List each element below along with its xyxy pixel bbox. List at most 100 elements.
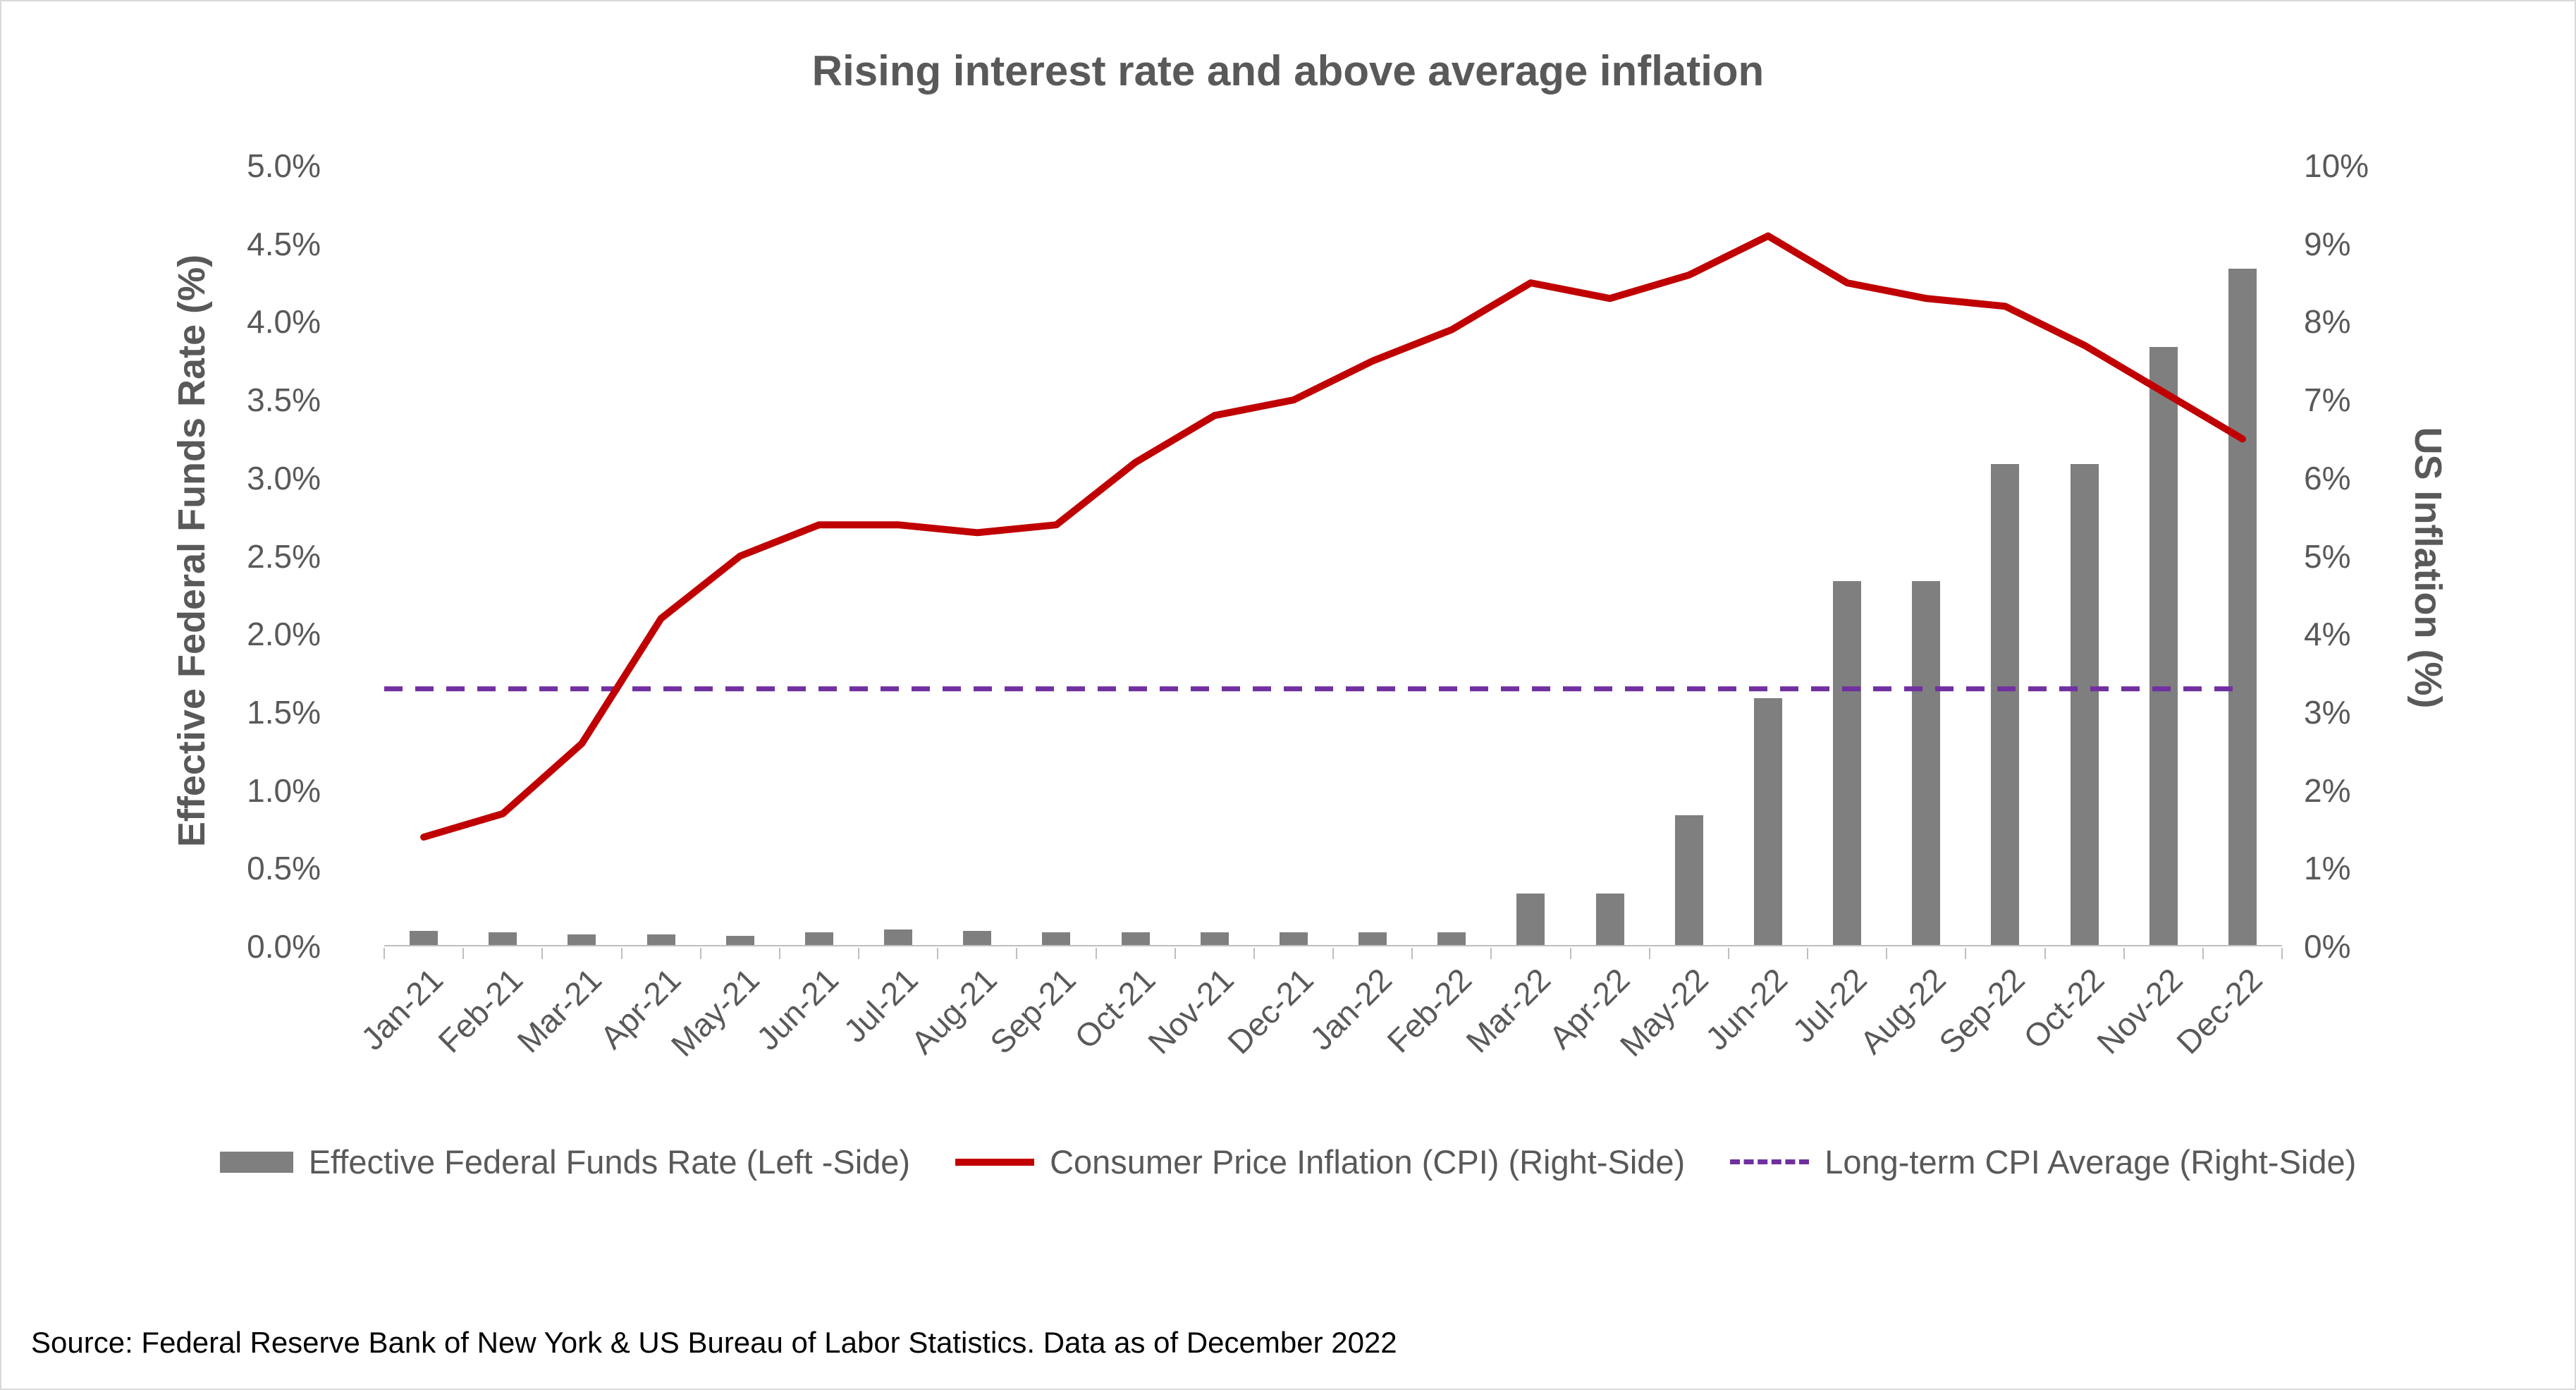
- left-axis-tick: 4.5%: [247, 225, 321, 262]
- x-axis-tickmark: [1965, 948, 1967, 959]
- bar-Mar-21: [568, 934, 596, 945]
- x-axis-label: Apr-22: [1541, 961, 1637, 1056]
- x-axis-tickmark: [1174, 948, 1176, 959]
- x-axis-tickmark: [1886, 948, 1888, 959]
- x-axis-label: Jun-22: [1698, 961, 1795, 1057]
- x-axis-tickmark: [937, 948, 939, 959]
- x-axis-label: May-21: [663, 961, 767, 1063]
- bar-May-21: [725, 935, 754, 945]
- x-axis-tickmark: [462, 948, 465, 959]
- right-axis-tick: 6%: [2304, 459, 2351, 496]
- x-axis-label: Dec-22: [2169, 961, 2269, 1061]
- x-axis-tickmark: [2202, 948, 2204, 959]
- bar-Feb-21: [489, 932, 517, 945]
- left-axis-tick: 5.0%: [247, 147, 321, 184]
- bar-Aug-21: [963, 931, 992, 945]
- x-axis-label: Jan-22: [1303, 961, 1399, 1057]
- bar-Jul-21: [884, 929, 913, 945]
- bar-Aug-22: [1912, 581, 1941, 945]
- x-axis-tickmark: [541, 948, 544, 959]
- right-axis-tick: 3%: [2304, 693, 2351, 731]
- right-axis-tick: 10%: [2304, 147, 2369, 184]
- left-axis-tick: 0.5%: [247, 850, 321, 887]
- legend-item-1: Consumer Price Inflation (CPI) (Right-Si…: [955, 1142, 1685, 1181]
- x-axis-tickmark: [858, 948, 859, 959]
- x-axis-label: Mar-21: [510, 961, 608, 1060]
- left-axis-tick: 3.0%: [247, 459, 321, 496]
- x-axis-tickmark: [1332, 948, 1334, 959]
- right-axis-tick: 8%: [2304, 303, 2351, 341]
- cpi-line: [420, 232, 2246, 841]
- x-axis-tickmark: [1807, 948, 1808, 959]
- x-axis-label: Mar-22: [1459, 961, 1557, 1060]
- x-axis-label: May-22: [1612, 961, 1716, 1063]
- bar-Nov-22: [2149, 347, 2178, 945]
- right-axis-tick: 9%: [2304, 225, 2351, 262]
- x-axis-tickmark: [2044, 948, 2046, 959]
- bar-Apr-22: [1595, 893, 1624, 945]
- line-series-layer: [384, 232, 2246, 841]
- right-axis-tick: 2%: [2304, 772, 2351, 809]
- legend-label: Consumer Price Inflation (CPI) (Right-Si…: [1050, 1143, 1686, 1181]
- x-axis-label: Jul-21: [836, 961, 925, 1050]
- legend-label: Long-term CPI Average (Right-Side): [1824, 1143, 2357, 1181]
- right-axis-tick: 5%: [2304, 537, 2351, 575]
- x-axis-tickmark: [1411, 948, 1413, 959]
- x-axis-tickmark: [1727, 948, 1729, 959]
- x-axis-tickmark: [1095, 948, 1097, 959]
- x-axis-label: Dec-21: [1220, 961, 1320, 1061]
- bar-Jun-21: [804, 932, 833, 945]
- bar-Dec-21: [1279, 932, 1308, 945]
- x-axis-tickmark: [1253, 948, 1255, 959]
- x-axis-label: Jan-21: [354, 961, 450, 1057]
- x-axis-tickmark: [699, 948, 701, 959]
- x-axis-label: Nov-21: [1141, 961, 1241, 1061]
- legend-swatch-bar-icon: [219, 1151, 293, 1173]
- right-axis-tick: 4%: [2304, 616, 2351, 653]
- bar-Nov-21: [1200, 932, 1229, 945]
- bar-Dec-22: [2228, 269, 2257, 945]
- bar-Sep-22: [1991, 464, 2020, 945]
- bar-Sep-21: [1042, 932, 1071, 945]
- legend: Effective Federal Funds Rate (Left -Side…: [1, 1142, 2575, 1181]
- left-axis-tick: 2.0%: [247, 616, 321, 653]
- bar-Jul-22: [1833, 581, 1862, 945]
- legend-label: Effective Federal Funds Rate (Left -Side…: [308, 1143, 911, 1181]
- left-axis-tick: 3.5%: [247, 382, 321, 419]
- bar-Mar-22: [1516, 893, 1545, 945]
- bar-May-22: [1674, 815, 1703, 945]
- x-axis-label: Nov-22: [2090, 961, 2190, 1061]
- x-axis-tickmark: [1016, 948, 1018, 959]
- right-axis-tick: 0%: [2304, 928, 2351, 965]
- x-axis-label: Feb-22: [1379, 961, 1478, 1060]
- right-axis-tick: 7%: [2304, 382, 2351, 419]
- bar-Jun-22: [1753, 698, 1782, 945]
- right-axis-ticks: 10% 9% 8% 7% 6% 5% 4% 3% 2% 1% 0%: [2304, 1, 2459, 1389]
- x-axis-tickmark: [1648, 948, 1650, 959]
- right-axis-tick: 1%: [2304, 850, 2351, 887]
- x-axis-label: Feb-21: [430, 961, 529, 1060]
- bar-Feb-22: [1437, 932, 1466, 945]
- x-axis-tickmark: [2281, 948, 2283, 959]
- bar-Jan-22: [1358, 932, 1387, 945]
- left-axis-tick: 2.5%: [247, 537, 321, 575]
- source-note: Source: Federal Reserve Bank of New York…: [31, 1326, 1397, 1359]
- bar-Jan-21: [410, 931, 438, 945]
- x-axis-label: Jul-22: [1785, 961, 1874, 1050]
- chart-title: Rising interest rate and above average i…: [811, 47, 1765, 95]
- plot-area: [384, 166, 2283, 959]
- x-axis-label: Aug-22: [1853, 961, 1953, 1061]
- x-axis-tickmark: [620, 948, 622, 959]
- legend-item-0: Effective Federal Funds Rate (Left -Side…: [219, 1142, 911, 1181]
- x-axis-label: Oct-22: [2016, 961, 2111, 1056]
- bar-Oct-21: [1121, 932, 1150, 945]
- legend-swatch-line-icon: [955, 1158, 1035, 1166]
- left-axis-ticks: 5.0% 4.5% 4.0% 3.5% 3.0% 2.5% 2.0% 1.5% 1.0% 0.5%…: [180, 1, 321, 1389]
- x-axis-tickmark: [778, 948, 780, 959]
- x-axis-label: Aug-21: [904, 961, 1004, 1061]
- x-axis-tickmark: [384, 948, 385, 959]
- bar-Apr-21: [646, 934, 675, 945]
- left-axis-tick: 0.0%: [247, 928, 321, 965]
- legend-swatch-dash-icon: [1730, 1159, 1810, 1164]
